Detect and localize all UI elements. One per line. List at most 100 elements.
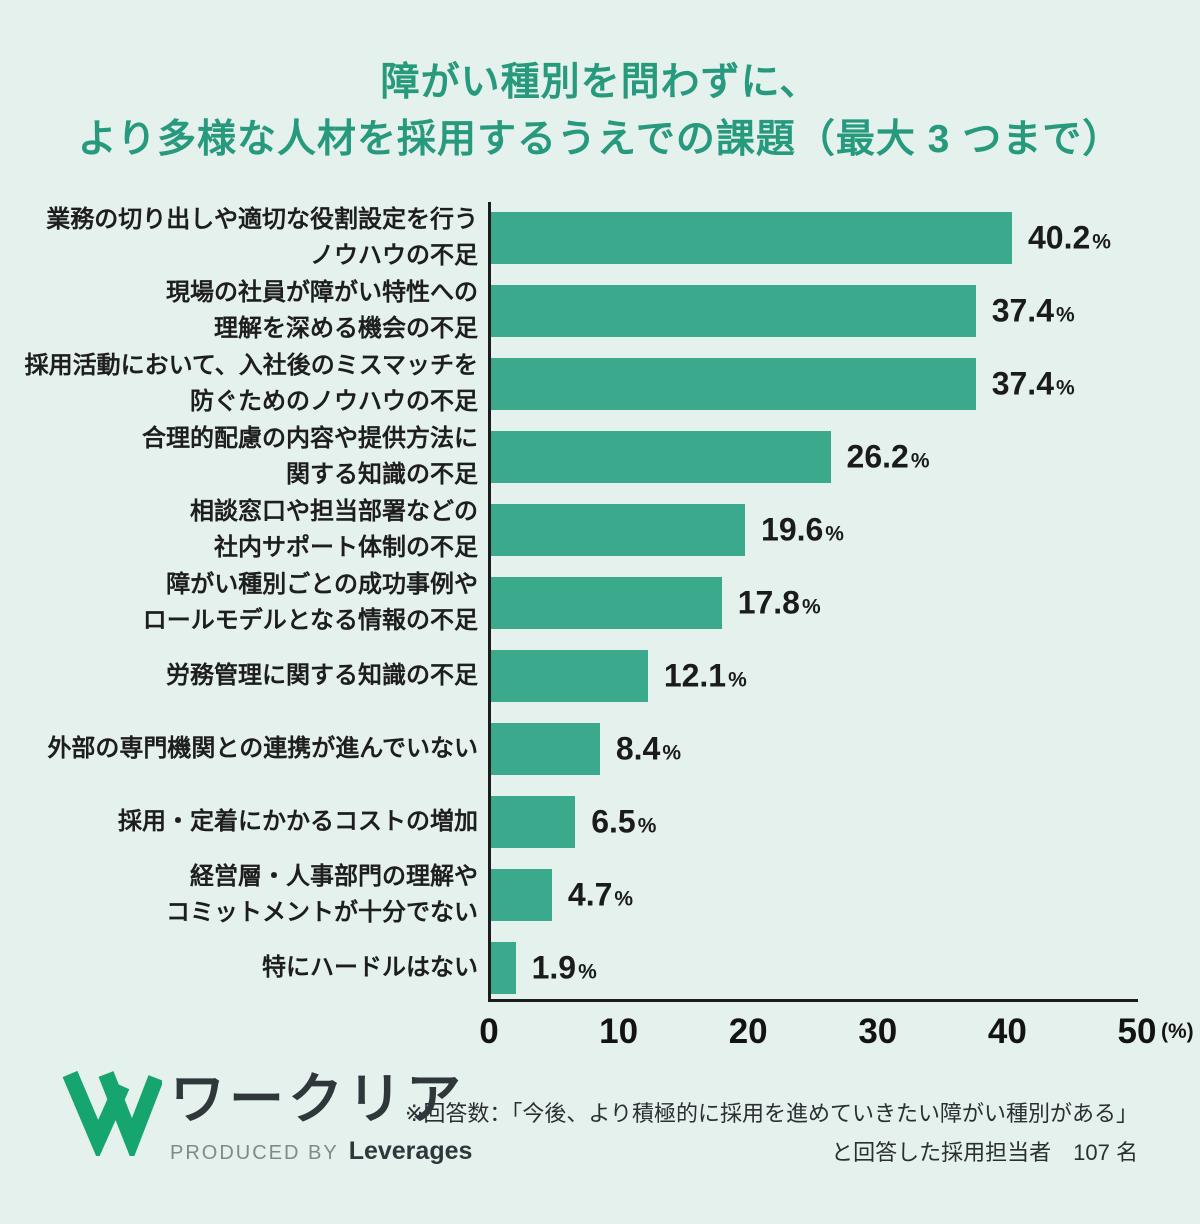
workria-w-icon	[62, 1062, 164, 1162]
bar-value-unit: %	[801, 595, 821, 619]
bar	[491, 796, 576, 848]
bar-value: 8.4%	[616, 731, 681, 768]
bar-value-number: 8.4	[615, 730, 661, 767]
bar-label: 業務の切り出しや適切な役割設定を行う ノウハウの不足	[46, 206, 478, 269]
bar	[491, 869, 552, 921]
bar-row: 採用活動において、入社後のミスマッチを 防ぐためのノウハウの不足 37.4%	[0, 352, 1200, 415]
bar-cell: 17.8%	[491, 577, 1138, 629]
bar-value: 37.4%	[992, 366, 1075, 403]
footnote-line1: ※回答数：「今後、より積極的に採用を進めていきたい障がい種別がある」	[405, 1101, 1138, 1126]
bar-value: 19.6%	[761, 512, 844, 549]
produced-by-line: PRODUCED BY Leverages	[170, 1137, 472, 1166]
bar-value-number: 4.7	[567, 876, 613, 913]
bar-value-number: 12.1	[663, 657, 727, 694]
bar-value-number: 6.5	[591, 803, 636, 840]
y-axis-line	[488, 202, 491, 1002]
bar-value: 17.8%	[738, 585, 821, 622]
produced-by-label: PRODUCED BY	[170, 1142, 339, 1165]
bar-chart: 業務の切り出しや適切な役割設定を行う ノウハウの不足 40.2% 現場の社員が障…	[0, 202, 1200, 1051]
bar-row: 特にハードルはない 1.9%	[0, 942, 1200, 994]
x-axis-ticks: (%) 0 10 20 30 40 50	[479, 1010, 1193, 1060]
x-axis-unit-label: (%)	[1161, 1020, 1194, 1043]
bar	[491, 723, 600, 775]
bar-value-unit: %	[728, 668, 747, 692]
bar-value: 4.7%	[568, 877, 633, 914]
bar-value: 37.4%	[992, 293, 1075, 330]
bar-row: 外部の専門機関との連携が進んでいない 8.4%	[0, 723, 1200, 775]
bar-row: 障がい種別ごとの成功事例や ロールモデルとなる情報の不足 17.8%	[0, 571, 1200, 634]
bar-cell: 40.2%	[491, 212, 1138, 264]
bar-value-unit: %	[825, 522, 844, 546]
bar-cell: 4.7%	[491, 869, 1138, 921]
bar-row: 業務の切り出しや適切な役割設定を行う ノウハウの不足 40.2%	[0, 206, 1200, 269]
bar-cell: 1.9%	[491, 942, 1138, 994]
bar-label: 採用・定着にかかるコストの増加	[118, 808, 478, 835]
bar-rows: 業務の切り出しや適切な役割設定を行う ノウハウの不足 40.2% 現場の社員が障…	[0, 202, 1200, 1051]
bar-cell: 19.6%	[491, 504, 1138, 556]
bar-row: 労務管理に関する知識の不足 12.1%	[0, 650, 1200, 702]
bar-value-number: 1.9	[531, 949, 577, 986]
bar-value-unit: %	[614, 887, 634, 911]
bar	[491, 285, 976, 337]
bar-value-unit: %	[1055, 303, 1075, 327]
bar-value: 1.9%	[532, 950, 597, 987]
bar-value: 6.5%	[591, 804, 656, 841]
bar-value-unit: %	[662, 741, 682, 765]
bar-label: 相談窓口や担当部署などの 社内サポート体制の不足	[190, 498, 478, 561]
bar-cell: 8.4%	[491, 723, 1138, 775]
bar-row: 合理的配慮の内容や提供方法に 関する知識の不足 26.2%	[0, 425, 1200, 488]
bar-value-number: 37.4	[991, 292, 1054, 329]
bar-label: 採用活動において、入社後のミスマッチを 防ぐためのノウハウの不足	[24, 352, 478, 415]
bar	[491, 431, 831, 483]
bar-value-number: 17.8	[737, 584, 800, 621]
bar	[491, 942, 516, 994]
bar-row: 現場の社員が障がい特性への 理解を深める機会の不足 37.4%	[0, 279, 1200, 342]
bar-value-number: 40.2	[1027, 219, 1091, 256]
bar-label: 障がい種別ごとの成功事例や ロールモデルとなる情報の不足	[142, 571, 478, 634]
chart-title-line1: 障がい種別を問わずに、	[380, 61, 820, 104]
x-tick: 40	[987, 1012, 1027, 1051]
x-tick: 20	[728, 1012, 768, 1051]
x-tick: 0	[479, 1012, 499, 1051]
bar-value-unit: %	[637, 814, 657, 838]
bar-value-unit: %	[578, 960, 597, 984]
bar-value-unit: %	[1055, 376, 1075, 400]
bar-cell: 6.5%	[491, 796, 1138, 848]
bar-label: 特にハードルはない	[262, 954, 478, 981]
bar-label: 現場の社員が障がい特性への 理解を深める機会の不足	[166, 279, 478, 342]
bar-cell: 37.4%	[491, 358, 1138, 410]
bar-label: 経営層・人事部門の理解や コミットメントが十分でない	[166, 863, 478, 926]
bar	[491, 358, 976, 410]
bar-value-unit: %	[910, 449, 930, 473]
bar-value-number: 37.4	[991, 365, 1054, 402]
x-tick: 30	[858, 1012, 898, 1051]
footnote-line2: と回答した採用担当者 107 名	[831, 1140, 1138, 1165]
bar-row: 相談窓口や担当部署などの 社内サポート体制の不足 19.6%	[0, 498, 1200, 561]
bar-label: 外部の専門機関との連携が進んでいない	[47, 735, 478, 762]
x-axis-line	[488, 999, 1138, 1002]
bar	[491, 577, 722, 629]
bar-row: 経営層・人事部門の理解や コミットメントが十分でない 4.7%	[0, 863, 1200, 926]
bar-cell: 26.2%	[491, 431, 1138, 483]
brand-logo: ワークリア PRODUCED BY Leverages	[62, 1062, 472, 1166]
x-tick: 50	[1117, 1012, 1157, 1051]
bar-value: 40.2%	[1028, 220, 1111, 257]
bar-cell: 37.4%	[491, 285, 1138, 337]
bar-value: 12.1%	[664, 658, 747, 695]
brand-name: ワークリア	[170, 1068, 466, 1130]
bar-value: 26.2%	[847, 439, 930, 476]
x-tick: 10	[599, 1012, 639, 1051]
bar	[491, 212, 1012, 264]
chart-title-line2: より多様な人材を採用するうえでの課題（最大 3 つまで）	[77, 118, 1123, 161]
company-name: Leverages	[348, 1137, 473, 1166]
footnote: ※回答数：「今後、より積極的に採用を進めていきたい障がい種別がある」 と回答した…	[405, 1094, 1138, 1172]
bar	[491, 504, 746, 556]
bar-value-number: 26.2	[846, 438, 909, 475]
bar	[491, 650, 648, 702]
bar-value-number: 19.6	[761, 511, 824, 548]
bar-cell: 12.1%	[491, 650, 1138, 702]
bar-value-unit: %	[1092, 230, 1111, 254]
brand-text-block: ワークリア PRODUCED BY Leverages	[170, 1062, 472, 1166]
bar-label: 合理的配慮の内容や提供方法に 関する知識の不足	[142, 425, 478, 488]
